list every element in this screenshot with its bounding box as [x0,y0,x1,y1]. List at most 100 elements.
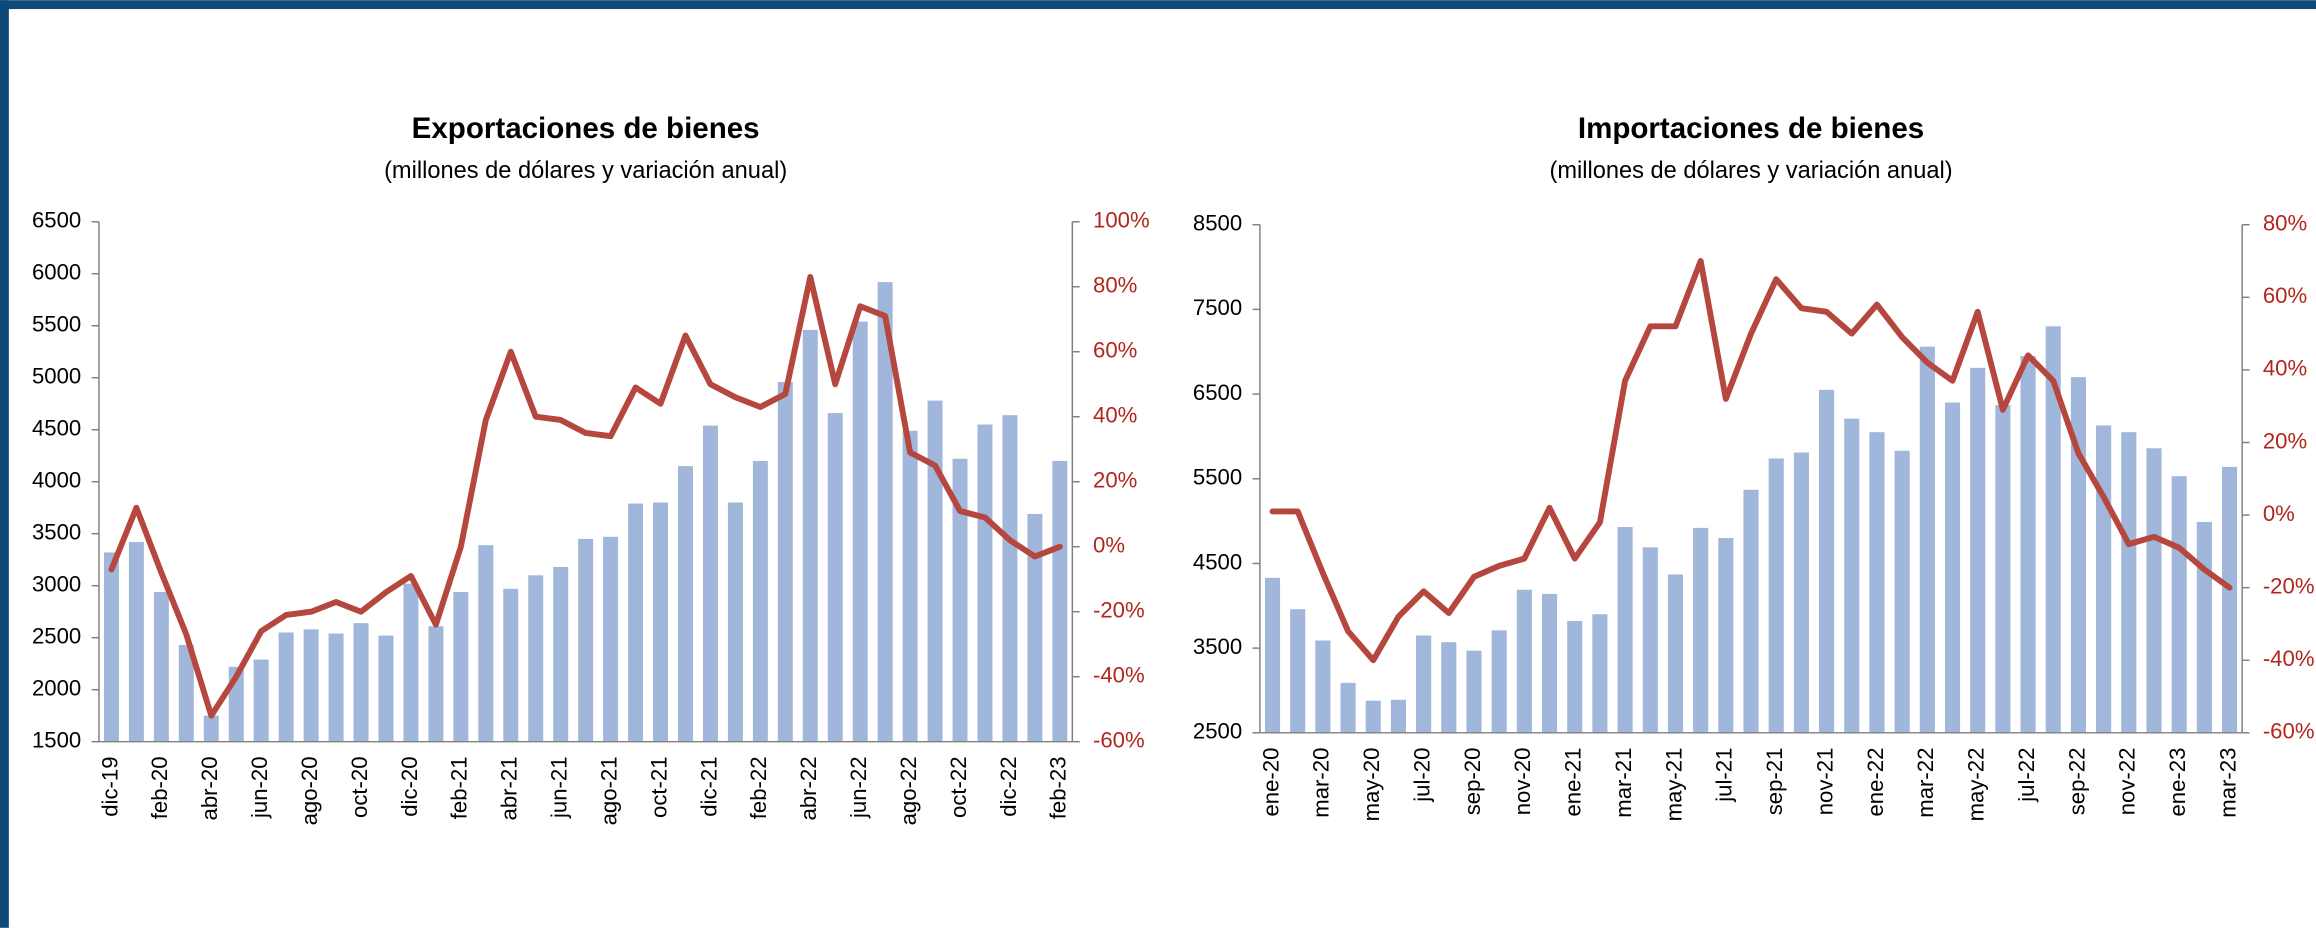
y2-tick-label: -20% [1093,598,1145,623]
x-tick-label: mar-21 [1611,748,1636,818]
x-tick-label: ene-23 [2165,748,2190,817]
y2-tick-label: -40% [2263,646,2315,671]
bar [2146,448,2162,733]
x-tick-label: jul-22 [2014,748,2039,803]
bar [1365,700,1381,733]
y-tick-label: 4500 [32,416,81,441]
bar [702,425,718,742]
bar [1027,513,1043,742]
x-tick-label: ene-22 [1863,748,1888,817]
y-tick-label: 4000 [32,468,81,493]
bar [977,424,993,742]
chart-title: Exportaciones de bienes [412,112,760,145]
bar [1617,527,1633,733]
x-tick-label: feb-21 [447,756,472,819]
bar [278,632,294,742]
bar [553,566,569,742]
bar [1441,642,1457,733]
x-tick-label: oct-22 [946,756,971,818]
chart-title: Importaciones de bienes [1578,112,1924,145]
x-tick-label: jul-20 [1409,748,1434,803]
bar [1793,452,1809,733]
x-tick-label: feb-23 [1046,756,1071,819]
bar [1315,640,1331,733]
bar [1919,346,1935,733]
x-tick-label: nov-20 [1510,748,1535,816]
bar [902,430,918,742]
bar [453,591,469,742]
y-tick-label: 6500 [1193,380,1242,405]
line-series [108,274,1063,719]
bar [503,588,519,742]
x-tick-label: mar-23 [2215,748,2240,818]
y2-tick-label: 80% [2263,211,2307,236]
bar [677,466,693,742]
bar [128,542,144,742]
line-series [1269,258,2233,664]
bar [1970,367,1986,733]
bar [578,538,594,742]
bar [428,626,444,742]
bar [2096,425,2112,733]
bar [378,635,394,742]
bar [528,575,544,742]
chart-subtitle: (millones de dólares y variación anual) [384,158,787,184]
y2-tick-label: 0% [1093,533,1125,558]
bar [2045,326,2061,733]
x-tick-label: abr-22 [796,756,821,820]
x-tick-label: abr-20 [197,756,222,820]
y2-tick-label: 20% [2263,428,2307,453]
x-tick-label: mar-22 [1913,748,1938,818]
bar [752,460,768,742]
chart-subtitle: (millones de dólares y variación anual) [1549,158,1952,184]
y-tick-label: 5500 [32,312,81,337]
bar [2221,466,2238,733]
bar [1264,577,1281,733]
y2-tick-label: 60% [1093,338,1137,363]
y2-tick-label: 60% [2263,283,2307,308]
y-tick-label: 3500 [1193,634,1242,659]
bar [777,381,793,742]
y-tick-label: 7500 [1193,295,1242,320]
y-tick-label: 3500 [32,520,81,545]
x-tick-label: may-22 [1964,748,1989,822]
bar [1416,635,1432,733]
x-tick-label: ene-20 [1258,748,1283,817]
bar [1718,538,1734,733]
y-tick-label: 6500 [32,208,81,233]
bar [1944,402,1961,733]
x-tick-label: may-20 [1359,748,1384,822]
y-tick-label: 2500 [1193,719,1242,744]
bar [1743,489,1759,733]
left-border [0,0,9,928]
bar [1390,699,1406,733]
x-tick-label: jun-22 [846,756,871,819]
y-tick-label: 6000 [32,260,81,285]
y-tick-label: 8500 [1193,211,1242,236]
bar [1995,405,2011,733]
bar [628,503,644,742]
bar [1340,682,1356,733]
bar [653,502,669,742]
y2-tick-label: 40% [2263,356,2307,381]
x-tick-label: dic-19 [97,756,122,816]
x-tick-label: dic-21 [696,756,721,816]
x-tick-label: ago-22 [896,756,921,825]
bar [2121,432,2137,733]
x-tick-label: feb-20 [147,756,172,819]
bar [952,458,968,742]
y2-tick-label: -60% [1093,728,1145,753]
x-tick-label: sep-22 [2064,748,2089,816]
x-tick-label: dic-22 [996,756,1021,816]
bar [927,400,943,742]
bar [1869,432,1885,733]
bar [1491,630,1507,733]
y-tick-label: 1500 [32,728,81,753]
x-tick-label: mar-20 [1309,748,1334,818]
bar [1844,418,1860,733]
y2-tick-label: -20% [2263,573,2315,598]
bar [1894,450,1910,733]
x-tick-label: nov-21 [1812,748,1837,816]
bar [727,502,743,742]
bar [478,545,494,742]
